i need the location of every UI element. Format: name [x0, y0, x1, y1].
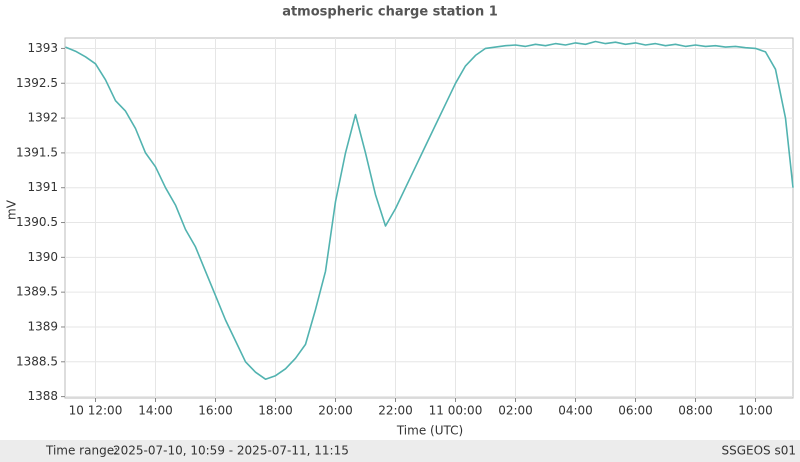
- chart-title: atmospheric charge station 1: [282, 5, 498, 20]
- data-line: [65, 40, 794, 380]
- y-tick-label: 1389: [27, 319, 58, 333]
- footer-bar: [0, 440, 800, 462]
- x-tick-label: 16:00: [198, 404, 233, 418]
- y-tick-label: 1390.5: [16, 215, 58, 229]
- x-tick-label: 20:00: [318, 404, 353, 418]
- footer-label: Time range:: [45, 444, 118, 458]
- y-tick-label: 1392.5: [16, 76, 58, 90]
- x-tick-label: 02:00: [498, 404, 533, 418]
- y-tick-label: 1390: [27, 250, 58, 264]
- footer-range: 2025-07-10, 10:59 - 2025-07-11, 11:15: [113, 444, 349, 458]
- y-axis-title: mV: [5, 199, 19, 220]
- x-tick-label: 11 00:00: [429, 404, 483, 418]
- footer-station: SSGEOS s01: [721, 444, 796, 458]
- y-tick-label: 1392: [27, 111, 58, 125]
- x-tick-label: 22:00: [378, 404, 413, 418]
- x-tick-label: 14:00: [138, 404, 173, 418]
- x-tick-label: 18:00: [258, 404, 293, 418]
- y-tick-label: 1391: [27, 180, 58, 194]
- y-tick-label: 1389.5: [16, 285, 58, 299]
- y-tick-label: 1388.5: [16, 354, 58, 368]
- x-tick-label: 06:00: [618, 404, 653, 418]
- x-tick-label: 10 12:00: [69, 404, 123, 418]
- y-tick-label: 1388: [27, 389, 58, 403]
- y-tick-label: 1391.5: [16, 145, 58, 159]
- x-tick-label: 04:00: [558, 404, 593, 418]
- y-tick-label: 1393: [27, 41, 58, 55]
- x-tick-label: 10:00: [738, 404, 773, 418]
- x-tick-label: 08:00: [678, 404, 713, 418]
- plot-area: [64, 37, 794, 399]
- x-axis-title: Time (UTC): [396, 424, 463, 438]
